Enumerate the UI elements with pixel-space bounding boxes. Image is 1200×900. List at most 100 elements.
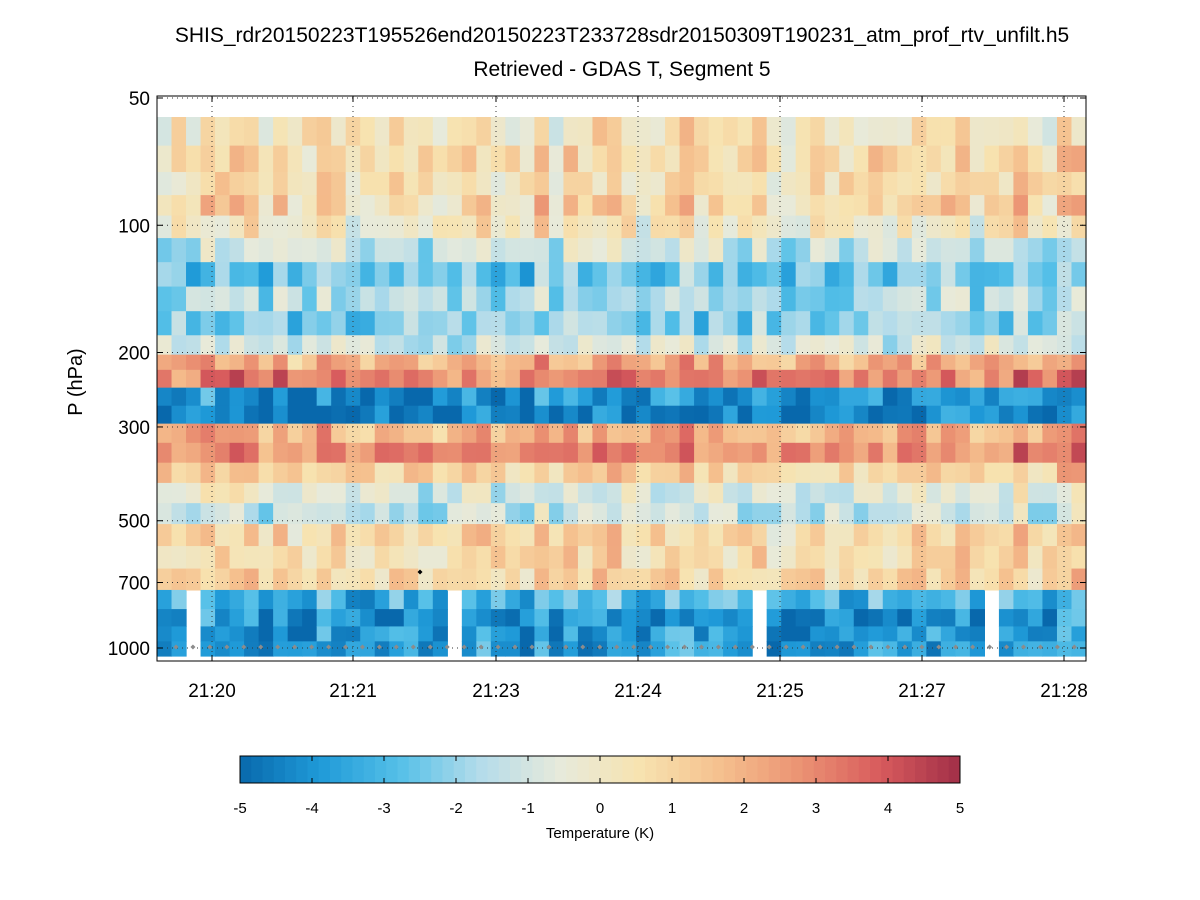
heatmap-cell xyxy=(316,369,332,389)
heatmap-cell xyxy=(186,286,202,312)
colorbar-segment xyxy=(678,756,691,783)
colorbar-segment xyxy=(251,756,263,783)
heatmap-cell xyxy=(679,215,695,239)
heatmap-cell xyxy=(171,172,187,196)
colorbar-segment xyxy=(847,756,860,783)
surface-marker xyxy=(665,644,671,650)
heatmap-cell xyxy=(215,238,231,263)
heatmap-cell xyxy=(665,238,681,263)
heatmap-cell xyxy=(244,311,260,336)
heatmap-cell xyxy=(998,369,1015,389)
heatmap-cell xyxy=(389,262,405,288)
heatmap-cell xyxy=(679,387,695,407)
heatmap-cell xyxy=(1027,626,1044,642)
heatmap-cell xyxy=(1027,609,1044,628)
heatmap-cell xyxy=(781,238,797,263)
heatmap-cell xyxy=(432,311,448,336)
heatmap-cell xyxy=(737,546,753,570)
heatmap-cell xyxy=(897,568,913,591)
heatmap-cell xyxy=(577,387,594,407)
heatmap-cell xyxy=(244,238,260,263)
heatmap-cell xyxy=(171,215,187,239)
heatmap-cell xyxy=(244,524,260,547)
heatmap-cell xyxy=(926,195,942,217)
heatmap-cell xyxy=(694,335,710,356)
heatmap-cell xyxy=(548,117,565,147)
heatmap-cell xyxy=(636,262,652,288)
heatmap-cell xyxy=(969,238,985,263)
surface-marker xyxy=(817,644,823,650)
heatmap-cell xyxy=(1056,145,1073,173)
heatmap-cell xyxy=(868,641,884,657)
heatmap-cell xyxy=(505,546,521,570)
heatmap-cell xyxy=(969,442,985,464)
heatmap-cell xyxy=(998,195,1015,217)
heatmap-cell xyxy=(229,238,245,263)
heatmap-cell xyxy=(1056,335,1073,356)
heatmap-cell xyxy=(374,387,390,407)
heatmap-cell xyxy=(839,238,855,263)
heatmap-cell xyxy=(1056,609,1073,628)
heatmap-cell xyxy=(200,442,216,464)
heatmap-cell xyxy=(519,568,536,591)
heatmap-cell xyxy=(360,172,376,196)
heatmap-cell xyxy=(461,589,477,610)
heatmap-cell xyxy=(606,423,623,444)
heatmap-cell xyxy=(795,482,811,504)
heatmap-cell xyxy=(592,503,608,525)
heatmap-cell xyxy=(200,503,216,525)
heatmap-cell xyxy=(229,546,245,570)
x-tick-label: 21:24 xyxy=(614,681,662,702)
heatmap-cell xyxy=(882,609,898,628)
heatmap-cell xyxy=(926,286,942,312)
heatmap-cell xyxy=(781,503,797,525)
heatmap-cell xyxy=(839,215,855,239)
heatmap-cell xyxy=(708,262,724,288)
heatmap-cell xyxy=(650,641,666,657)
heatmap-cell xyxy=(258,442,274,464)
heatmap-cell xyxy=(1071,503,1087,525)
heatmap-cell xyxy=(258,286,274,312)
heatmap-cell xyxy=(1042,641,1058,657)
heatmap-cell xyxy=(171,238,187,263)
heatmap-cell xyxy=(331,462,347,484)
colorbar-tick-label: -5 xyxy=(233,800,246,817)
heatmap-cell xyxy=(868,369,884,389)
heatmap-cell xyxy=(795,626,811,642)
heatmap-cell xyxy=(810,524,826,547)
surface-marker xyxy=(1071,644,1077,650)
heatmap-cell xyxy=(302,524,318,547)
heatmap-cell xyxy=(1056,354,1073,371)
heatmap-cell xyxy=(955,369,971,389)
heatmap-cell xyxy=(766,503,782,525)
heatmap-cell xyxy=(795,524,811,547)
heatmap-cell xyxy=(476,195,492,217)
heatmap-cell xyxy=(882,145,898,173)
heatmap-cell xyxy=(229,369,245,389)
heatmap-cell xyxy=(766,238,782,263)
heatmap-cell xyxy=(882,354,898,371)
heatmap-cell xyxy=(621,442,637,464)
heatmap-cell xyxy=(548,482,565,504)
chart-subtitle: Retrieved - GDAS T, Segment 5 xyxy=(473,58,770,81)
heatmap-cell xyxy=(244,641,260,657)
heatmap-cell xyxy=(200,354,216,371)
surface-marker xyxy=(868,644,874,650)
heatmap-cell xyxy=(911,442,927,464)
heatmap-cell xyxy=(1056,195,1073,217)
heatmap-cell xyxy=(795,405,811,425)
heatmap-cell xyxy=(694,311,710,336)
heatmap-cell xyxy=(1042,286,1058,312)
heatmap-cell xyxy=(737,442,753,464)
heatmap-cell xyxy=(563,262,579,288)
x-tick-label: 21:23 xyxy=(472,681,520,702)
colorbar-segment xyxy=(588,756,601,783)
heatmap-cell xyxy=(998,238,1015,263)
heatmap-cell xyxy=(679,482,695,504)
heatmap-cell xyxy=(839,311,855,336)
heatmap-cell xyxy=(839,568,855,591)
heatmap-cell xyxy=(273,503,289,525)
heatmap-cell xyxy=(621,117,637,147)
heatmap-cell xyxy=(215,423,231,444)
heatmap-cell xyxy=(592,369,608,389)
